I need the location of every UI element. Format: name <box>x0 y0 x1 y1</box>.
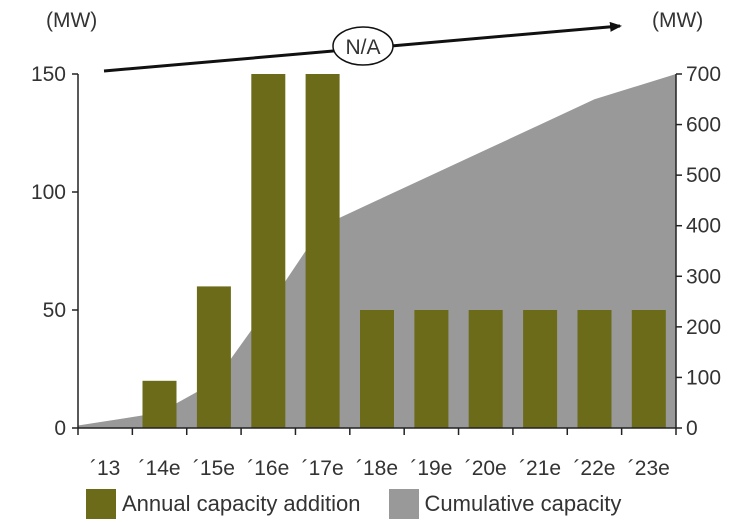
bar-7 <box>468 310 503 428</box>
right-tick-label: 400 <box>686 215 721 238</box>
x-tick-label: ´15e <box>193 457 235 480</box>
x-tick-label: ´20e <box>465 457 507 480</box>
bar-10 <box>631 310 666 428</box>
x-tick-label: ´17e <box>302 457 344 480</box>
legend-swatch-annual <box>86 489 116 519</box>
axis-layer: 0 50 100 150 0 100 200 300 400 500 600 700 ´13 ´14e ´1… <box>31 9 721 480</box>
x-tick-label: ´21e <box>519 457 561 480</box>
bar-8 <box>523 310 558 428</box>
left-tick-label: 150 <box>31 63 66 86</box>
bar-3 <box>251 74 286 428</box>
x-tick-label: ´19e <box>410 457 452 480</box>
right-tick-label: 500 <box>686 164 721 187</box>
right-tick-label: 100 <box>686 366 721 389</box>
right-tick-label: 0 <box>686 417 698 440</box>
bar-9 <box>577 310 612 428</box>
left-tick-label: 100 <box>31 181 66 204</box>
legend-item-cumulative: Cumulative capacity <box>388 489 622 519</box>
x-tick-label: ´22e <box>573 457 615 480</box>
na-ellipse <box>332 26 394 66</box>
right-axis-unit: (MW) <box>652 9 703 32</box>
left-tick-label: 0 <box>54 417 66 440</box>
legend-swatch-cumulative <box>388 489 419 519</box>
right-tick-label: 200 <box>686 316 721 339</box>
x-tick-label: ´14e <box>139 457 181 480</box>
bar-6 <box>414 310 449 428</box>
legend-item-annual: Annual capacity addition <box>86 489 361 519</box>
na-label: N/A <box>345 36 380 59</box>
bar-layer <box>142 74 666 428</box>
bar-1 <box>142 380 177 428</box>
left-tick-label: 50 <box>43 299 66 322</box>
legend-label-cumulative: Cumulative capacity <box>424 491 622 516</box>
legend-label-annual: Annual capacity addition <box>122 491 361 516</box>
annotation-layer: N/A <box>103 21 622 73</box>
bar-4 <box>305 74 340 428</box>
right-tick-label: 700 <box>686 63 721 86</box>
legend: Annual capacity addition Cumulative capa… <box>86 486 649 522</box>
left-axis-unit: (MW) <box>46 9 97 32</box>
chart-svg: 0 50 100 150 0 100 200 300 400 500 600 700 ´13 ´14e ´1… <box>31 9 721 480</box>
right-tick-label: 600 <box>686 114 721 137</box>
x-tick-label: ´23e <box>628 457 670 480</box>
x-tick-label: ´16e <box>247 457 289 480</box>
bar-5 <box>360 310 394 428</box>
right-tick-label: 300 <box>686 265 721 288</box>
x-tick-label: ´18e <box>356 457 398 480</box>
bar-2 <box>196 286 231 428</box>
x-tick-label: ´13 <box>90 457 120 480</box>
